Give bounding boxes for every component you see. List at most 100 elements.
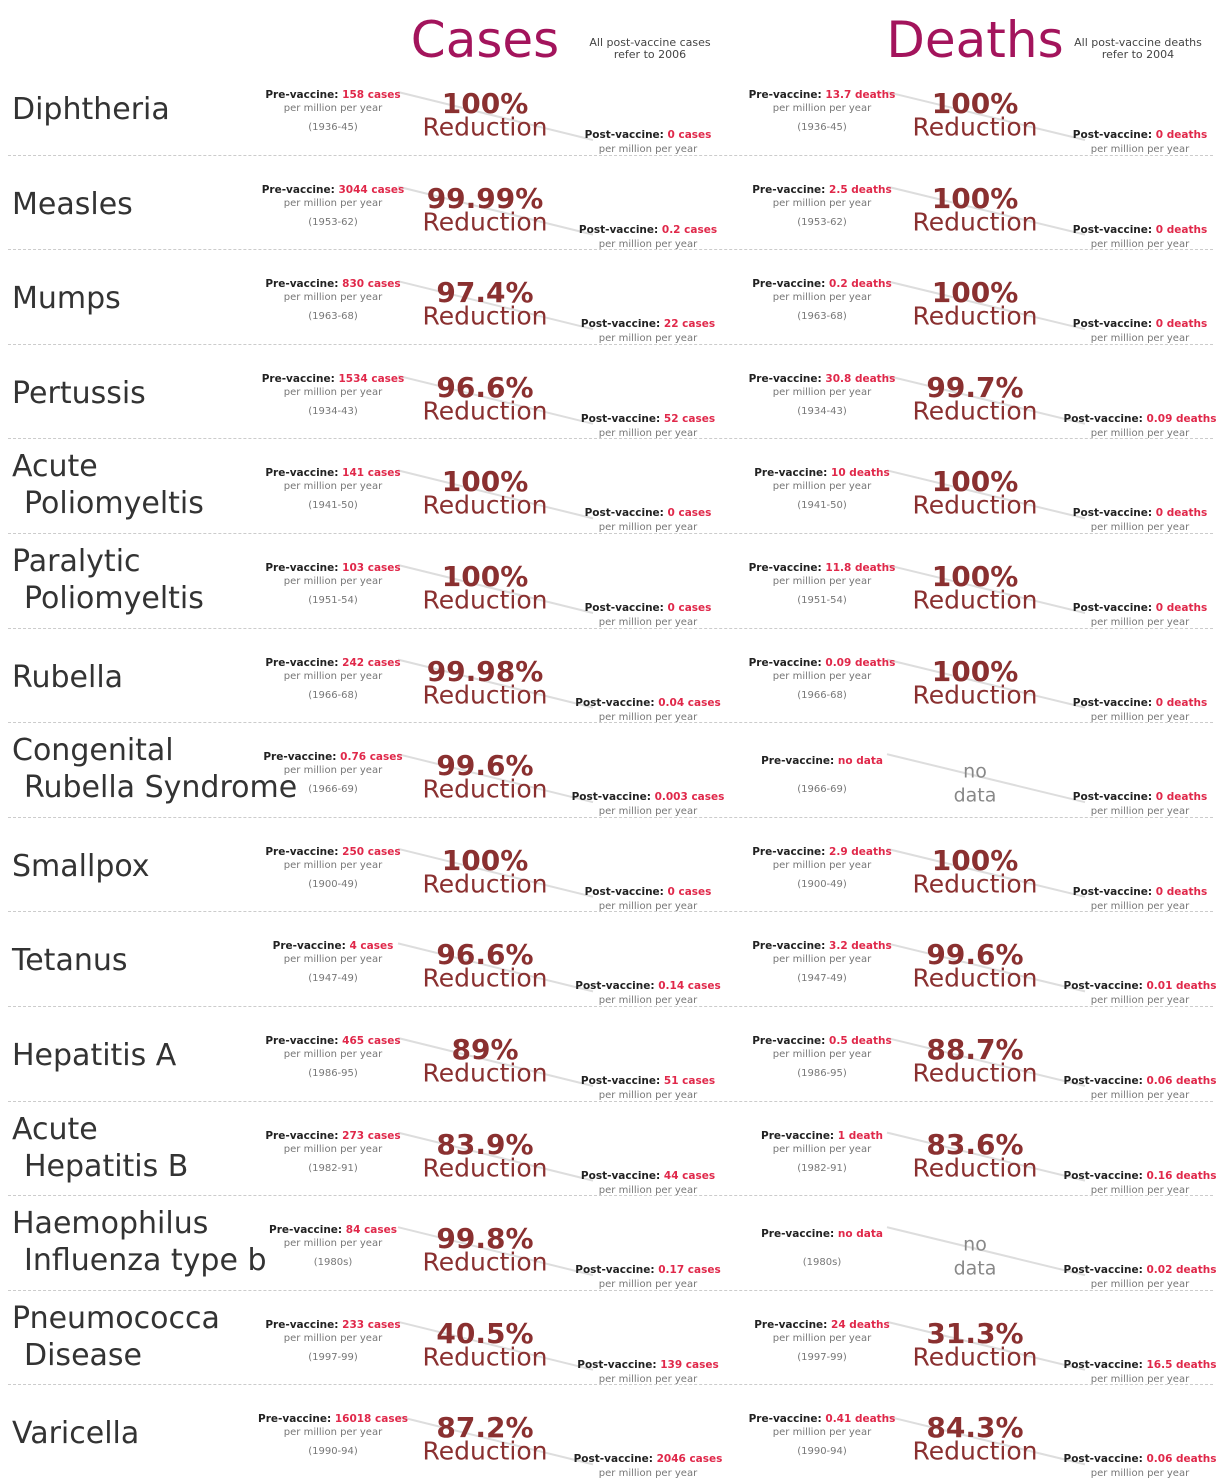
reduction-label: Reduction <box>422 774 548 804</box>
separator <box>8 1100 1213 1102</box>
reduction-percent: 87.2% <box>436 1411 534 1445</box>
unit: per million per year <box>283 765 383 777</box>
pre-vaccine: Pre-vaccine: 2.5 deaths <box>752 184 892 195</box>
arrow-line <box>886 1226 1086 1277</box>
post-value: 22 cases <box>663 317 716 330</box>
reduction-label: Reduction <box>912 585 1038 615</box>
post-value: 16.5 deaths <box>1146 1358 1217 1371</box>
reduction-label: Reduction <box>422 1153 548 1183</box>
post-label: Post-vaccine: <box>1072 128 1153 141</box>
arrow-line <box>886 564 1086 614</box>
unit: per million per year <box>1090 1090 1190 1101</box>
post-label: Post-vaccine: <box>575 696 655 709</box>
post-vaccine: Post-vaccine: 0.2 cases <box>579 224 717 235</box>
reduction-label: Reduction <box>422 1058 548 1088</box>
disease-name: Acute <box>12 1111 98 1147</box>
separator <box>8 722 1213 724</box>
arrow-line <box>397 1037 594 1087</box>
post-vaccine: Post-vaccine: 52 cases <box>580 412 715 425</box>
unit: per million per year <box>598 1468 698 1479</box>
pre-label: Pre-vaccine: <box>761 754 835 767</box>
post-vaccine: Post-vaccine: 0.06 deaths <box>1064 1454 1217 1465</box>
pre-vaccine: Pre-vaccine: 158 cases <box>265 90 400 101</box>
separator <box>8 1289 1213 1291</box>
post-label: Post-vaccine: <box>1063 1074 1143 1087</box>
pre-value: 103 cases <box>342 561 401 574</box>
post-vaccine: Post-vaccine: 0.06 deaths <box>1064 1076 1217 1087</box>
post-vaccine: Post-vaccine: 0 cases <box>585 885 712 898</box>
post-value: 0 cases <box>667 885 712 898</box>
disease-name: Mumps <box>12 281 121 317</box>
period: (1951-54) <box>308 595 358 606</box>
arrow-line <box>397 91 594 141</box>
unit: per million per year <box>283 670 383 682</box>
reduction-percent: 100% <box>441 560 529 593</box>
post-value: 51 cases <box>663 1074 716 1087</box>
separator <box>8 627 1213 629</box>
reduction-percent: 100% <box>931 843 1019 877</box>
pre-value: 465 cases <box>342 1034 401 1047</box>
post-label: Post-vaccine: <box>578 223 659 236</box>
reduction-percent: 96.6% <box>436 938 534 972</box>
disease-name: Haemophilus <box>12 1206 209 1242</box>
post-label: Post-vaccine: <box>1063 1169 1143 1182</box>
unit: per million per year <box>283 1238 383 1250</box>
post-vaccine: Post-vaccine: 0 deaths <box>1073 319 1207 330</box>
arrow-line <box>886 1131 1086 1182</box>
reduction-label: Reduction <box>912 1436 1038 1466</box>
pre-vaccine: Pre-vaccine: no data <box>761 756 883 767</box>
disease-name: Varicella <box>12 1416 140 1452</box>
disease-name: Congenital <box>12 733 174 769</box>
pre-vaccine: Pre-vaccine: 830 cases <box>265 279 400 290</box>
post-vaccine: Post-vaccine: 0 deaths <box>1073 130 1207 141</box>
pre-value: 0.76 cases <box>340 750 403 763</box>
post-vaccine: Post-vaccine: 0.09 deaths <box>1064 413 1217 425</box>
arrow-line <box>397 280 594 331</box>
pre-label: Pre-vaccine: <box>265 1129 339 1142</box>
pre-vaccine: Pre-vaccine: 4 cases <box>273 941 394 952</box>
reduction-label: Reduction <box>422 963 548 993</box>
pre-value: 0.41 deaths <box>825 1413 896 1426</box>
post-value: 0.06 deaths <box>1146 1453 1217 1466</box>
unit: per million per year <box>283 1049 383 1060</box>
reduction-label: Reduction <box>422 301 548 331</box>
pre-value: 158 cases <box>342 88 401 101</box>
post-label: Post-vaccine: <box>580 412 661 425</box>
unit: per million per year <box>1090 995 1190 1007</box>
pre-label: Pre-vaccine: <box>265 1318 339 1331</box>
post-label: Post-vaccine: <box>1063 1358 1143 1371</box>
pre-vaccine: Pre-vaccine: 1534 cases <box>261 372 405 385</box>
reduction-label: Reduction <box>422 1247 548 1277</box>
pre-vaccine: Pre-vaccine: 30.8 deaths <box>749 373 896 385</box>
pre-value: 1 death <box>837 1129 883 1142</box>
reduction-label: Reduction <box>422 112 548 142</box>
pre-value: 16018 cases <box>334 1413 408 1426</box>
period: (1980s) <box>802 1257 842 1269</box>
pre-label: Pre-vaccine: <box>261 372 335 385</box>
post-vaccine: Post-vaccine: 0 deaths <box>1073 792 1207 803</box>
post-label: Post-vaccine: <box>1072 507 1153 520</box>
pre-label: Pre-vaccine: <box>748 88 822 101</box>
pre-value: 1534 cases <box>338 372 405 385</box>
period: (1990-94) <box>308 1446 358 1458</box>
unit: per million per year <box>772 1332 872 1344</box>
pre-value: 84 cases <box>345 1223 397 1236</box>
pre-value: 10 deaths <box>831 467 890 480</box>
unit: per million per year <box>1090 144 1190 155</box>
separator <box>8 1384 1213 1386</box>
arrow-line <box>397 658 594 709</box>
pre-value: 250 cases <box>342 845 401 858</box>
reduction-label: Reduction <box>912 490 1038 520</box>
pre-vaccine: Pre-vaccine: 24 deaths <box>754 1319 890 1331</box>
reduction-percent: 99.8% <box>436 1222 534 1256</box>
post-vaccine: Post-vaccine: 0.04 cases <box>575 697 720 708</box>
unit: per million per year <box>598 1090 698 1101</box>
unit: per million per year <box>1090 711 1190 723</box>
pre-label: Pre-vaccine: <box>752 1034 826 1047</box>
arrow-line <box>397 847 594 898</box>
pre-value: 242 cases <box>342 656 401 669</box>
unit: per million per year <box>772 292 872 304</box>
pre-label: Pre-vaccine: <box>748 656 822 669</box>
arrow-line <box>397 374 594 425</box>
period: (1953-62) <box>308 216 358 228</box>
